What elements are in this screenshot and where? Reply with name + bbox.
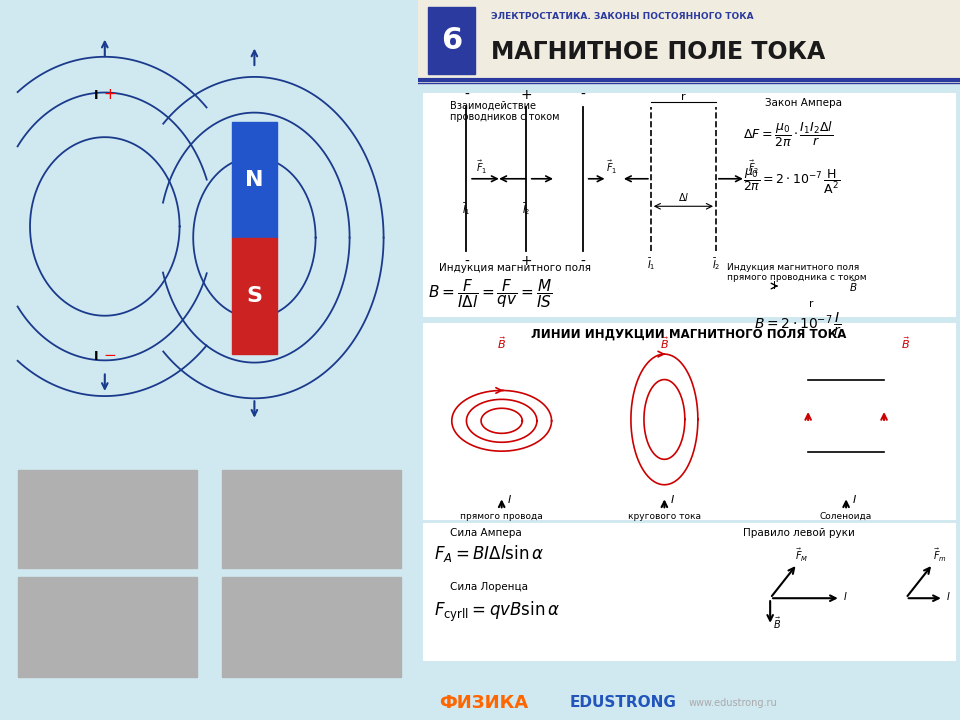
Text: $\vec{F}_m$: $\vec{F}_m$ bbox=[933, 547, 947, 564]
Bar bbox=[423, 523, 954, 660]
Text: $\vec{B}$: $\vec{B}$ bbox=[901, 336, 910, 351]
Bar bbox=[232, 238, 276, 354]
Text: $I$: $I$ bbox=[852, 493, 856, 505]
Text: $\bar{I}_2$: $\bar{I}_2$ bbox=[522, 201, 530, 217]
Bar bbox=[18, 577, 198, 678]
Text: -: - bbox=[581, 254, 586, 269]
Text: -: - bbox=[464, 254, 468, 269]
Text: I: I bbox=[94, 351, 99, 364]
Text: $\vec{B}$: $\vec{B}$ bbox=[849, 279, 857, 294]
Text: Взаимодействие
проводников с током: Взаимодействие проводников с током bbox=[450, 100, 560, 122]
Text: $\vec{F}_2$: $\vec{F}_2$ bbox=[748, 158, 759, 176]
Bar bbox=[418, 0, 960, 83]
Text: Соленоида: Соленоида bbox=[820, 512, 873, 521]
Text: ФИЗИКА: ФИЗИКА bbox=[440, 694, 528, 711]
Text: I: I bbox=[94, 89, 99, 102]
Bar bbox=[18, 469, 198, 568]
Text: кругового тока: кругового тока bbox=[628, 512, 701, 521]
Text: $\vec{F}_1$: $\vec{F}_1$ bbox=[476, 158, 488, 176]
Text: $B=\dfrac{F}{I\Delta l}=\dfrac{F}{qv}=\dfrac{M}{IS}$: $B=\dfrac{F}{I\Delta l}=\dfrac{F}{qv}=\d… bbox=[428, 277, 553, 310]
Bar bbox=[428, 7, 474, 74]
Text: $I$: $I$ bbox=[947, 590, 951, 602]
Text: Индукция магнитного поля: Индукция магнитного поля bbox=[440, 263, 591, 273]
Text: $\vec{F}_1$: $\vec{F}_1$ bbox=[606, 158, 617, 176]
Text: $I$: $I$ bbox=[670, 493, 675, 505]
Text: Закон Ампера: Закон Ампера bbox=[765, 98, 842, 107]
Text: $B=2\cdot10^{-7}\,\dfrac{I}{r}$: $B=2\cdot10^{-7}\,\dfrac{I}{r}$ bbox=[754, 311, 842, 338]
Text: $\vec{B}$: $\vec{B}$ bbox=[497, 336, 506, 351]
Text: $F_\text{\cyrll}=qvB\sin\alpha$: $F_\text{\cyrll}=qvB\sin\alpha$ bbox=[434, 600, 560, 624]
Text: $\Delta l$: $\Delta l$ bbox=[678, 191, 689, 203]
Text: 6: 6 bbox=[441, 26, 462, 55]
Text: ЛИНИИ ИНДУКЦИИ МАГНИТНОГО ПОЛЯ ТОКА: ЛИНИИ ИНДУКЦИИ МАГНИТНОГО ПОЛЯ ТОКА bbox=[531, 328, 847, 341]
Bar bbox=[66, 487, 148, 550]
Text: МАГНИТНОЕ ПОЛЕ ТОКА: МАГНИТНОЕ ПОЛЕ ТОКА bbox=[491, 40, 825, 64]
Text: $\vec{F}_M$: $\vec{F}_M$ bbox=[795, 547, 808, 564]
Text: Сила Лоренца: Сила Лоренца bbox=[450, 582, 528, 593]
Text: I: I bbox=[773, 281, 776, 291]
Text: $\bar{I}_2$: $\bar{I}_2$ bbox=[711, 256, 720, 272]
Text: $\dfrac{\mu_0}{2\pi}=2\cdot10^{-7}\,\dfrac{\text{H}}{\text{A}^2}$: $\dfrac{\mu_0}{2\pi}=2\cdot10^{-7}\,\dfr… bbox=[743, 166, 840, 196]
Text: прямого провода: прямого провода bbox=[460, 512, 543, 521]
Text: r: r bbox=[809, 299, 813, 309]
Text: $\vec{B}$: $\vec{B}$ bbox=[660, 336, 669, 351]
Text: -: - bbox=[581, 88, 586, 102]
Text: $\bar{I}_1$: $\bar{I}_1$ bbox=[462, 201, 470, 217]
Bar bbox=[222, 577, 401, 678]
Text: r: r bbox=[681, 91, 685, 102]
Text: $\vec{B}$: $\vec{B}$ bbox=[773, 616, 781, 631]
Bar bbox=[423, 323, 954, 519]
Text: S: S bbox=[247, 286, 262, 305]
Text: N: N bbox=[245, 170, 264, 189]
Text: $I$: $I$ bbox=[844, 590, 848, 602]
Bar bbox=[222, 469, 401, 568]
Bar bbox=[232, 122, 276, 238]
Text: -: - bbox=[464, 88, 468, 102]
Text: −: − bbox=[104, 348, 116, 364]
Bar bbox=[84, 122, 125, 336]
Text: Правило левой руки: Правило левой руки bbox=[743, 528, 855, 538]
Text: ЭЛЕКТРОСТАТИКА. ЗАКОНЫ ПОСТОЯННОГО ТОКА: ЭЛЕКТРОСТАТИКА. ЗАКОНЫ ПОСТОЯННОГО ТОКА bbox=[491, 12, 754, 21]
Text: www.edustrong.ru: www.edustrong.ru bbox=[688, 698, 778, 708]
Text: Сила Ампера: Сила Ампера bbox=[450, 528, 522, 538]
Text: EDUSTRONG: EDUSTRONG bbox=[569, 696, 677, 710]
Text: Индукция магнитного поля
прямого проводника с током: Индукция магнитного поля прямого проводн… bbox=[727, 263, 866, 282]
Bar bbox=[271, 487, 352, 550]
Text: +: + bbox=[104, 87, 116, 102]
Text: $F_A=BI\Delta l\sin\alpha$: $F_A=BI\Delta l\sin\alpha$ bbox=[434, 543, 543, 564]
Text: $I$: $I$ bbox=[507, 493, 512, 505]
Text: +: + bbox=[520, 88, 532, 102]
Text: $\bar{I}_1$: $\bar{I}_1$ bbox=[646, 256, 655, 272]
Text: +: + bbox=[520, 254, 532, 269]
Text: $\Delta F=\dfrac{\mu_0}{2\pi}\cdot\dfrac{I_1 I_2 \Delta l}{r}$: $\Delta F=\dfrac{\mu_0}{2\pi}\cdot\dfrac… bbox=[743, 120, 833, 149]
Bar bbox=[423, 93, 954, 316]
